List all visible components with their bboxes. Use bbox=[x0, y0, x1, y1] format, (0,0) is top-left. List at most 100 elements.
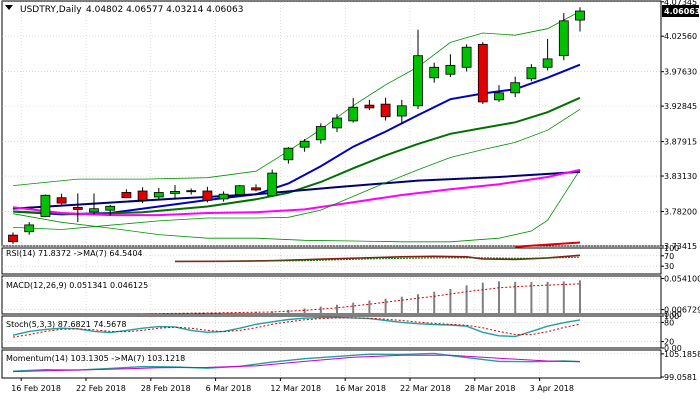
time-tick-label: 28 Mar 2018 bbox=[465, 384, 516, 393]
collapse-triangle-icon[interactable] bbox=[5, 5, 13, 10]
stoch-tick-label: 80 bbox=[664, 318, 674, 327]
panel-frame-stoch bbox=[1, 315, 662, 349]
macd-signal-line bbox=[142, 283, 581, 315]
time-tick-label: 12 Mar 2018 bbox=[270, 384, 321, 393]
symbol-label: USDTRY,Daily bbox=[20, 5, 82, 15]
price-tick-label: 3.73415 bbox=[664, 242, 697, 251]
price-tick-label: 3.97630 bbox=[664, 68, 697, 77]
candle-body bbox=[8, 234, 18, 243]
candle-body bbox=[137, 190, 148, 201]
candle bbox=[461, 44, 472, 72]
grid-lines bbox=[2, 1, 661, 377]
candle bbox=[494, 85, 504, 102]
candle bbox=[202, 186, 213, 203]
candle bbox=[251, 184, 261, 192]
candle-body bbox=[429, 66, 440, 79]
candle bbox=[186, 188, 197, 195]
overlay-ema-green-line bbox=[12, 96, 581, 216]
candle bbox=[72, 193, 83, 223]
candle bbox=[89, 193, 99, 215]
time-tick-label: 22 Mar 2018 bbox=[400, 384, 451, 393]
time-tick-label: 6 Mar 2018 bbox=[206, 384, 252, 393]
stoch-tick-label: 100 bbox=[664, 312, 679, 321]
candle bbox=[429, 62, 440, 83]
momentum-ma-line bbox=[12, 354, 581, 373]
time-tick-label: 28 Feb 2018 bbox=[141, 384, 191, 393]
candle-body bbox=[153, 192, 164, 198]
candle bbox=[510, 76, 521, 98]
candle-body bbox=[234, 185, 245, 195]
candle-body bbox=[72, 206, 83, 210]
candle-body bbox=[105, 205, 116, 211]
candle bbox=[348, 98, 359, 123]
candle bbox=[24, 222, 35, 235]
momentum-tick-label: 99.0581 bbox=[664, 373, 697, 382]
macd-tick-label: 0.054100 bbox=[664, 275, 700, 284]
candle-body bbox=[202, 190, 213, 201]
rsi-tick-label: 70 bbox=[664, 252, 674, 261]
price-axis: 3.73415 3.78200 3.83130 3.87915 3.92845 3.976… bbox=[661, 0, 700, 251]
candle-body bbox=[575, 10, 585, 21]
candle bbox=[105, 204, 116, 216]
ohlc-label: 4.04802 4.06577 4.03214 4.06063 bbox=[86, 5, 243, 15]
stoch-tick-label: 20 bbox=[664, 338, 674, 347]
candle bbox=[332, 114, 342, 133]
macd-tick-label: 0.00 bbox=[664, 310, 682, 319]
price-tick-label: 4.02560 bbox=[664, 32, 697, 41]
momentum-title: Momentum(14) 103.1305 ->MA(7) 103.1218 bbox=[6, 354, 185, 363]
candle bbox=[153, 187, 164, 201]
panel-frames bbox=[1, 0, 662, 379]
candle bbox=[137, 187, 148, 204]
candle-body bbox=[396, 105, 407, 117]
candle-body bbox=[283, 147, 294, 161]
candle-body bbox=[267, 172, 278, 196]
candle bbox=[396, 99, 407, 124]
candle bbox=[218, 191, 229, 202]
candle bbox=[413, 29, 423, 109]
overlay-sma-navy-line bbox=[12, 170, 581, 210]
price-tick-label: 3.83130 bbox=[664, 172, 697, 181]
candle bbox=[234, 185, 245, 197]
stoch-signal-line bbox=[12, 317, 581, 338]
rsi-tick-label: 100 bbox=[664, 244, 679, 253]
overlay-bollinger-line bbox=[12, 108, 581, 230]
candle-body bbox=[461, 46, 472, 68]
price-tick-label: 3.92845 bbox=[664, 102, 697, 111]
candle-body bbox=[251, 187, 261, 191]
candle bbox=[380, 97, 391, 121]
stoch-main-line bbox=[12, 316, 581, 338]
price-candles bbox=[8, 7, 585, 244]
candle bbox=[364, 99, 375, 111]
candle-body bbox=[315, 126, 326, 141]
candle-body bbox=[445, 64, 456, 75]
candle bbox=[8, 232, 18, 244]
macd-tick-label: 0.006729 bbox=[664, 306, 700, 315]
panel-frame-macd bbox=[1, 275, 662, 315]
macd-panel: 0.000.006729 0.054100 bbox=[141, 275, 700, 319]
momentum-tick-label: 105.1858 bbox=[664, 350, 700, 359]
overlay-sma-red-line bbox=[515, 241, 581, 248]
candle bbox=[299, 139, 310, 152]
price-tick-label: 3.78200 bbox=[664, 208, 697, 217]
candle bbox=[445, 54, 456, 78]
candle bbox=[121, 189, 132, 199]
rsi-ma-line bbox=[174, 256, 581, 262]
candle bbox=[477, 42, 488, 104]
candle-body bbox=[299, 140, 310, 148]
rsi-title: RSI(14) 71.8372 ->MA(7) 64.5404 bbox=[6, 249, 143, 258]
candle-body bbox=[364, 104, 375, 109]
candle-body bbox=[380, 103, 391, 118]
panel-frame-rsi bbox=[1, 247, 662, 275]
candle-body bbox=[558, 20, 569, 57]
time-tick-label: 16 Mar 2018 bbox=[335, 384, 386, 393]
momentum-panel: 99.0581 105.1858 bbox=[12, 350, 700, 382]
candle-body bbox=[332, 117, 342, 129]
candle-body bbox=[89, 208, 99, 213]
time-tick-label: 16 Feb 2018 bbox=[11, 384, 61, 393]
candle-body bbox=[24, 224, 35, 233]
candle-body bbox=[186, 190, 197, 193]
